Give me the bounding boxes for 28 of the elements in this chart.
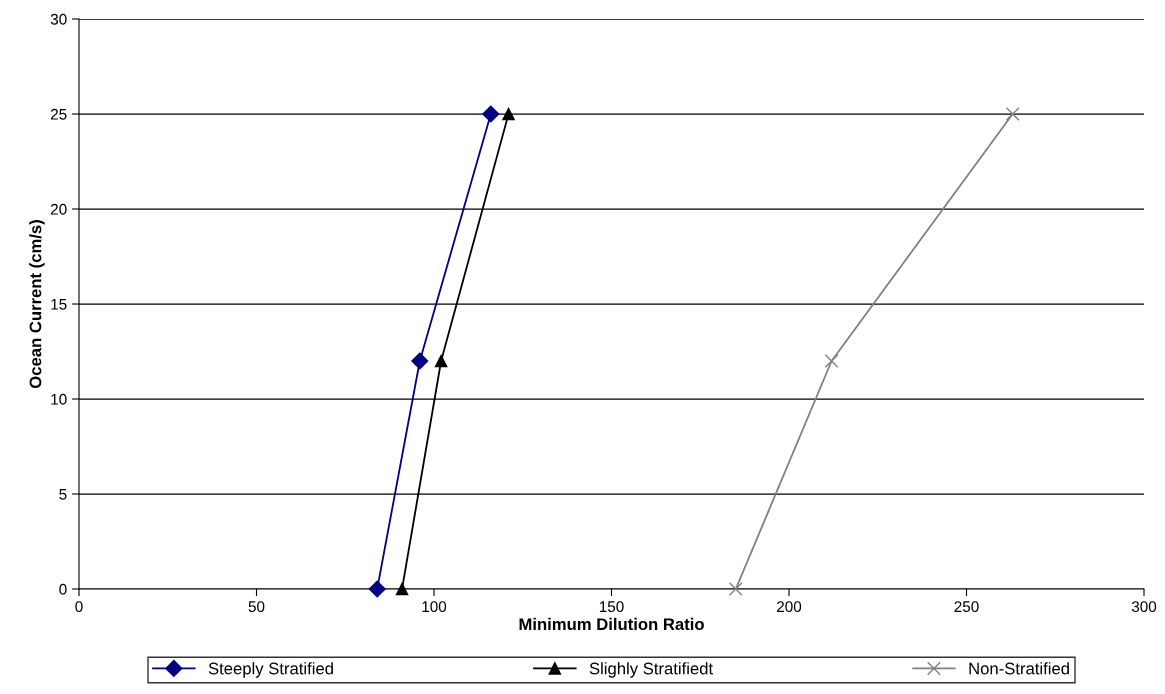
point — [411, 352, 429, 370]
x-axis-title: Minimum Dilution Ratio — [519, 617, 704, 631]
point — [1005, 107, 1020, 121]
x-tick-label: 50 — [248, 601, 265, 613]
x-tick-label: 250 — [954, 601, 979, 613]
point — [728, 582, 743, 596]
x-tick-label: 150 — [599, 601, 624, 613]
y-tick-label: 15 — [51, 299, 67, 310]
x-tick-label: 300 — [1131, 601, 1157, 613]
point — [824, 354, 839, 368]
legend-label: Steeply Stratified — [208, 662, 333, 678]
y-axis-title: Ocean Current (cm/s) — [29, 220, 45, 389]
y-tick-label: 25 — [50, 108, 67, 120]
y-tick-label: 0 — [59, 583, 67, 595]
y-tick-label: 20 — [50, 203, 67, 215]
y-tick-label: 30 — [50, 13, 67, 25]
legend-label: Non-Stratified — [969, 662, 1069, 675]
point — [502, 107, 515, 121]
point — [368, 580, 386, 598]
point — [434, 354, 448, 368]
x-tick-label: 100 — [422, 601, 447, 613]
legend-label: Slighly Stratifiedt — [589, 662, 713, 678]
x-tick-label: 200 — [777, 601, 802, 613]
y-tick-label: 5 — [59, 489, 67, 500]
point — [395, 582, 409, 596]
y-tick-label: 10 — [51, 393, 67, 405]
point — [482, 105, 500, 123]
x-tick-label: 0 — [75, 601, 83, 613]
